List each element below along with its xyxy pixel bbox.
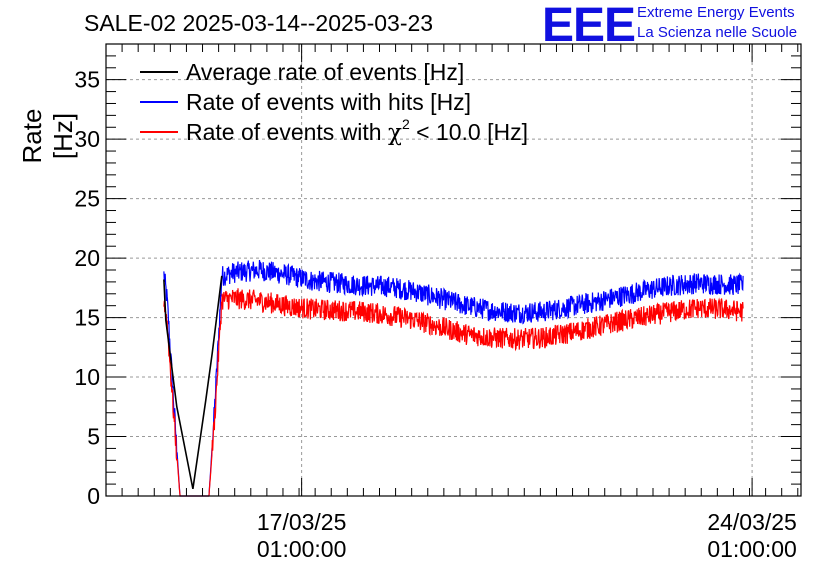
logo-line2: La Scienza nelle Scuole bbox=[637, 24, 798, 41]
x-tick-label-date: 17/03/25 bbox=[257, 509, 347, 535]
y-tick-label: 30 bbox=[74, 126, 100, 152]
legend-label-1: Rate of events with hits [Hz] bbox=[186, 89, 471, 115]
chart-title: SALE-02 2025-03-14--2025-03-23 bbox=[84, 10, 434, 36]
x-tick-label-time: 01:00:00 bbox=[257, 536, 347, 562]
eee-logo: EEE bbox=[542, 0, 636, 52]
y-tick-label: 15 bbox=[74, 305, 100, 331]
y-tick-label: 25 bbox=[74, 186, 100, 212]
legend-label-0: Average rate of events [Hz] bbox=[186, 59, 464, 85]
series-line-0 bbox=[163, 275, 223, 490]
x-tick-label-time: 01:00:00 bbox=[707, 536, 797, 562]
series-line-1 bbox=[163, 259, 744, 497]
y-tick-label: 5 bbox=[87, 424, 100, 450]
y-tick-label: 20 bbox=[74, 245, 100, 271]
x-tick-label-date: 24/03/25 bbox=[707, 509, 797, 535]
y-tick-label: 10 bbox=[74, 364, 100, 390]
legend-label-2: Rate of events with χ2 < 10.0 [Hz] bbox=[186, 116, 528, 146]
series-line-2 bbox=[163, 288, 744, 497]
y-axis-label: Rate [Hz] bbox=[17, 108, 78, 164]
logo-line1: Extreme Energy Events bbox=[637, 4, 795, 21]
y-tick-label: 0 bbox=[87, 483, 100, 509]
y-tick-label: 35 bbox=[74, 67, 100, 93]
